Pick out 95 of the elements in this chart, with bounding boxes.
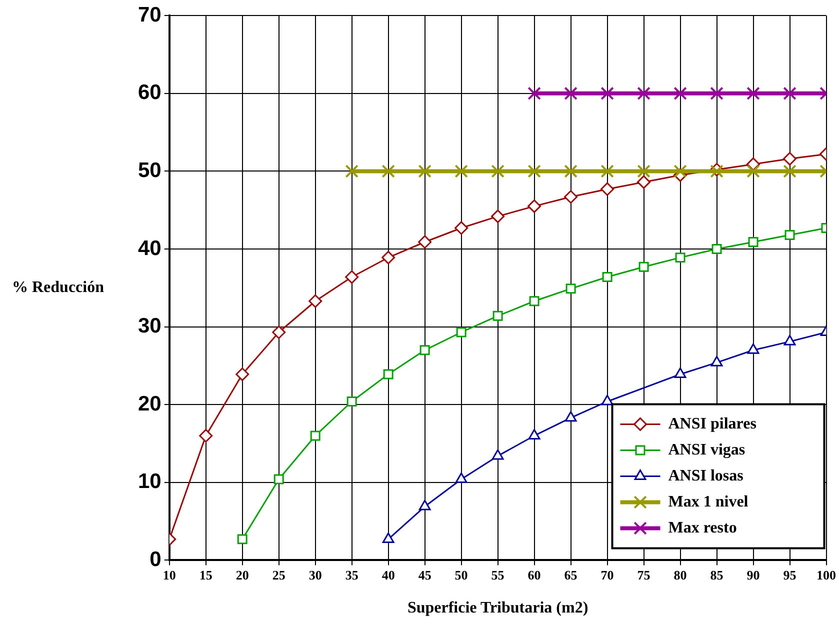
point xyxy=(600,86,614,100)
x-tick-label: 50 xyxy=(454,567,468,582)
legend-label: Max resto xyxy=(668,519,737,536)
point xyxy=(674,164,687,178)
point xyxy=(783,152,797,166)
point xyxy=(455,472,468,484)
point xyxy=(528,86,541,100)
point xyxy=(747,343,760,354)
point xyxy=(566,284,576,294)
x-tick-label: 55 xyxy=(491,567,505,582)
point xyxy=(637,164,650,178)
x-tick-label: 95 xyxy=(783,567,797,582)
y-tick-label: 70 xyxy=(138,3,162,26)
x-tick-label: 15 xyxy=(199,567,213,582)
point xyxy=(456,327,466,338)
point xyxy=(783,164,796,178)
x-tick-label: 100 xyxy=(816,567,836,582)
point xyxy=(564,190,578,204)
point xyxy=(345,164,358,178)
x-tick-label: 80 xyxy=(674,567,687,582)
point xyxy=(491,164,504,178)
x-tick-label: 75 xyxy=(637,567,651,582)
point xyxy=(491,210,505,224)
point xyxy=(528,164,541,178)
point xyxy=(236,368,250,382)
point xyxy=(274,474,284,484)
point xyxy=(564,164,578,178)
legend-label: ANSI pilares xyxy=(668,415,756,432)
x-tick-label: 85 xyxy=(710,567,724,582)
x-tick-label: 90 xyxy=(746,567,760,582)
x-tick-label: 45 xyxy=(418,567,432,582)
point xyxy=(674,86,687,100)
point xyxy=(420,345,430,356)
point xyxy=(528,428,540,440)
x-tick-label: 40 xyxy=(382,567,395,582)
point xyxy=(748,237,758,247)
legend-label: ANSI vigas xyxy=(668,441,746,458)
point xyxy=(382,250,396,264)
x-tick-label: 20 xyxy=(236,567,249,582)
x-tick-label: 65 xyxy=(564,567,578,582)
point xyxy=(418,164,432,178)
point xyxy=(637,175,651,189)
point xyxy=(601,394,614,406)
point xyxy=(783,86,796,100)
point xyxy=(272,325,286,339)
point xyxy=(784,334,796,346)
x-tick-label: 10 xyxy=(162,567,176,582)
point xyxy=(710,356,723,366)
x-axis-title: Superficie Tributaria (m2) xyxy=(407,600,588,617)
point xyxy=(712,244,722,254)
point xyxy=(382,532,394,543)
y-tick-label: 50 xyxy=(138,158,162,182)
point xyxy=(675,252,686,263)
point xyxy=(382,164,395,178)
y-tick-label: 0 xyxy=(150,548,162,571)
x-tick-label: 35 xyxy=(345,567,359,582)
x-tick-label: 60 xyxy=(528,567,541,582)
point xyxy=(454,221,468,235)
x-tick-label: 25 xyxy=(272,567,286,582)
point xyxy=(784,230,795,240)
point xyxy=(746,164,760,178)
point xyxy=(418,500,431,510)
point xyxy=(308,294,322,308)
point xyxy=(746,86,760,100)
point xyxy=(237,534,248,544)
point xyxy=(600,182,614,196)
y-tick-label: 20 xyxy=(138,392,162,416)
y-tick-label: 30 xyxy=(138,314,162,338)
point xyxy=(564,86,578,100)
point xyxy=(454,164,468,178)
point xyxy=(602,272,612,282)
legend-label: ANSI losas xyxy=(668,467,744,484)
point xyxy=(383,369,394,380)
x-tick-label: 30 xyxy=(308,567,322,582)
point xyxy=(346,396,357,406)
point xyxy=(637,86,650,100)
point xyxy=(528,199,542,213)
x-tick-label: 70 xyxy=(600,567,614,582)
point xyxy=(710,86,724,100)
point xyxy=(492,310,503,321)
point xyxy=(199,428,213,442)
y-tick-label: 60 xyxy=(138,81,162,104)
point xyxy=(310,430,320,441)
legend-label: Max 1 nivel xyxy=(668,493,749,510)
point xyxy=(345,270,359,284)
point xyxy=(674,368,686,378)
y-tick-label: 40 xyxy=(138,236,162,260)
point xyxy=(418,235,432,249)
point xyxy=(529,296,540,306)
point xyxy=(564,411,577,422)
point xyxy=(600,164,614,178)
point xyxy=(638,262,649,272)
y-tick-label: 10 xyxy=(138,470,162,494)
point xyxy=(492,449,504,460)
y-axis-title: % Reducción xyxy=(12,279,104,296)
